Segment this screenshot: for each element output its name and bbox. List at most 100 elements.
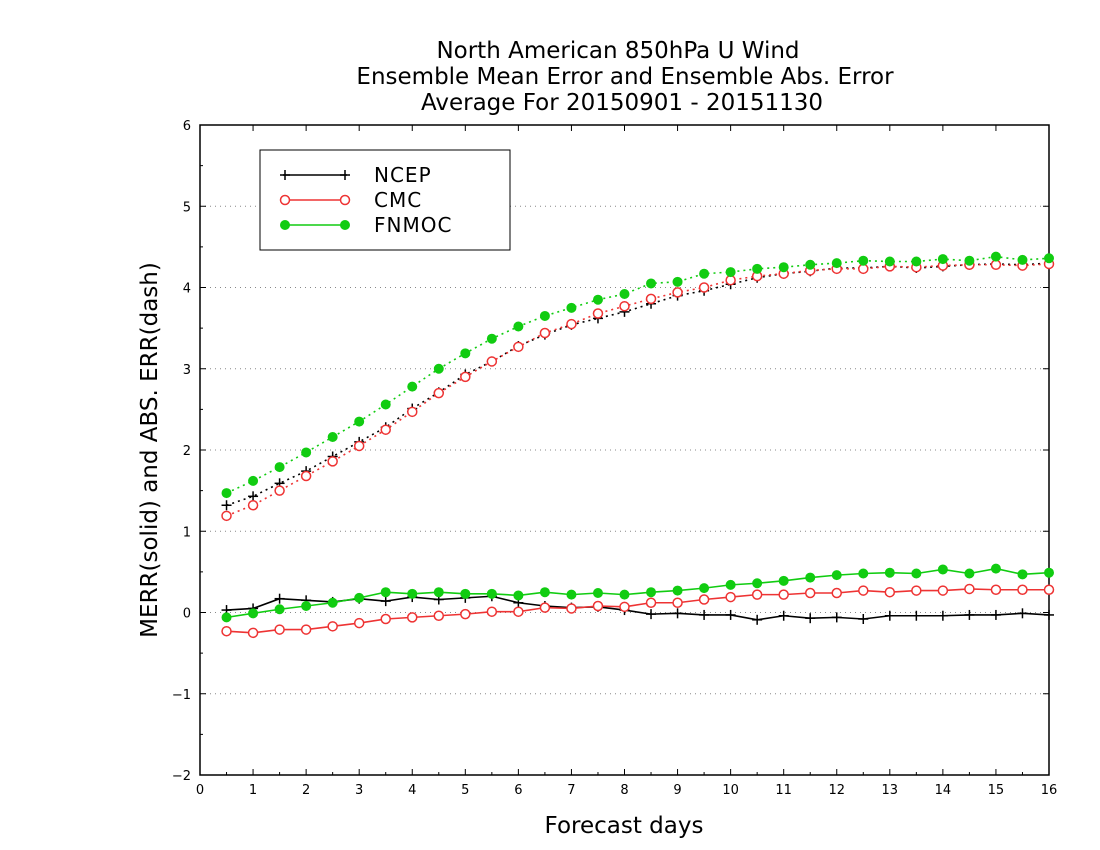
cmc-abs-error-line [226,263,1050,517]
fnmoc-mean-error-point [248,608,259,619]
fnmoc-mean-error-point [699,583,710,594]
ncep-mean-error-point [831,612,842,623]
fnmoc-abs-error-point [699,268,710,279]
fnmoc-mean-error-point [646,587,657,598]
cmc-mean-error-point [486,606,498,617]
legend-marker-fnmoc-right [340,220,350,230]
cmc-mean-error-point [460,608,471,620]
cmc-mean-error-point [672,597,683,608]
x-tick-label: 5 [461,783,469,798]
legend-marker-ncep-left [280,170,290,180]
x-tick-label: 1 [249,783,257,798]
fnmoc-mean-error-point [1017,569,1028,580]
cmc-mean-error-point [619,601,630,613]
fnmoc-abs-error-point [937,254,948,265]
cmc-abs-error-point [300,470,312,482]
x-tick-label: 8 [620,783,628,798]
cmc-mean-error-point [990,584,1002,595]
ncep-mean-error-point [911,610,922,621]
fnmoc-mean-error-point [990,563,1001,574]
fnmoc-abs-error-point [990,251,1001,262]
cmc-mean-error-point [566,603,577,614]
cmc-mean-error-point [884,586,896,598]
fnmoc-abs-error-point [327,432,338,442]
cmc-abs-error-point [698,282,710,293]
title-line-1: North American 850hPa U Wind [436,38,799,64]
cmc-mean-error-point [751,589,763,600]
fnmoc-abs-error-point [354,416,365,427]
fnmoc-mean-error-point [858,568,869,579]
x-tick-label: 11 [775,783,792,798]
cmc-mean-error-point [221,625,232,637]
fnmoc-abs-error-point [380,399,391,410]
x-tick-label: 4 [408,783,416,798]
cmc-mean-error-point [380,613,391,625]
fnmoc-mean-error-point [539,587,550,598]
fnmoc-mean-error-point [778,575,789,586]
series-layer [221,251,1055,639]
ncep-abs-error-line [226,262,1050,507]
cmc-abs-error-point [566,318,577,330]
legend-label-cmc: CMC [374,188,422,212]
series-cmc [221,258,1055,639]
ncep-mean-error-point [646,609,657,620]
x-tick-label: 6 [514,783,522,798]
ncep-mean-error-point [672,608,683,619]
fnmoc-mean-error-point [221,612,232,623]
cmc-mean-error-point [725,591,736,603]
cmc-mean-error-point [1017,584,1028,595]
x-tick-label: 3 [355,783,363,798]
cmc-abs-error-point [221,510,232,522]
fnmoc-mean-error-point [937,564,948,575]
cmc-abs-error-point [592,308,604,319]
ncep-mean-error-point [699,609,710,620]
fnmoc-abs-error-point [566,302,577,313]
cmc-mean-error-point [592,600,604,612]
cmc-mean-error-point [433,610,445,621]
cmc-abs-error-point [380,424,391,435]
fnmoc-abs-error-point [964,255,975,266]
x-axis: 0 1 2 3 4 5 6 7 8 9 10 11 12 13 14 15 16 [196,125,1057,798]
fnmoc-abs-error-line [226,255,1050,494]
cmc-abs-error-point [274,485,285,496]
y-axis: −2 −1 0 1 2 3 4 5 6 [172,119,1049,784]
fnmoc-mean-error-line [226,567,1050,619]
fnmoc-mean-error-point [460,588,471,599]
legend-marker-ncep-right [340,170,350,180]
cmc-mean-error-line [226,588,1049,634]
cmc-mean-error-point [327,621,338,632]
fnmoc-abs-error-point [274,462,285,473]
cmc-mean-error-point [804,587,816,599]
fnmoc-abs-error-point [911,256,922,267]
x-tick-label: 13 [882,783,899,798]
fnmoc-mean-error-point [354,592,365,603]
fnmoc-mean-error-point [831,570,842,581]
cmc-mean-error-point [778,589,789,600]
cmc-abs-error-point [672,287,683,298]
legend-item-cmc: CMC [279,188,422,212]
fnmoc-abs-error-point [831,258,842,269]
ncep-mean-error-point [752,614,763,625]
fnmoc-abs-error-point [433,363,444,374]
fnmoc-mean-error-point [380,587,391,598]
fnmoc-mean-error-point [301,601,312,611]
legend-marker-cmc-right [339,194,351,206]
cmc-mean-error-point [247,627,259,639]
y-tick-label: 4 [183,282,191,297]
cmc-mean-error-point [831,587,842,599]
ncep-mean-error-point [1017,608,1028,619]
cmc-abs-error-point [327,456,338,467]
x-axis-label: Forecast days [545,813,704,839]
cmc-abs-error-point [247,500,259,511]
fnmoc-abs-error-point [539,310,550,321]
y-tick-label: 3 [183,363,191,378]
cmc-mean-error-point [513,606,524,617]
fnmoc-abs-error-point [221,488,232,499]
cmc-mean-error-point [539,602,551,613]
fnmoc-abs-error-point [460,348,471,359]
series-ncep [221,258,1054,625]
fnmoc-abs-error-point [1044,253,1054,264]
cmc-abs-error-point [353,440,365,452]
